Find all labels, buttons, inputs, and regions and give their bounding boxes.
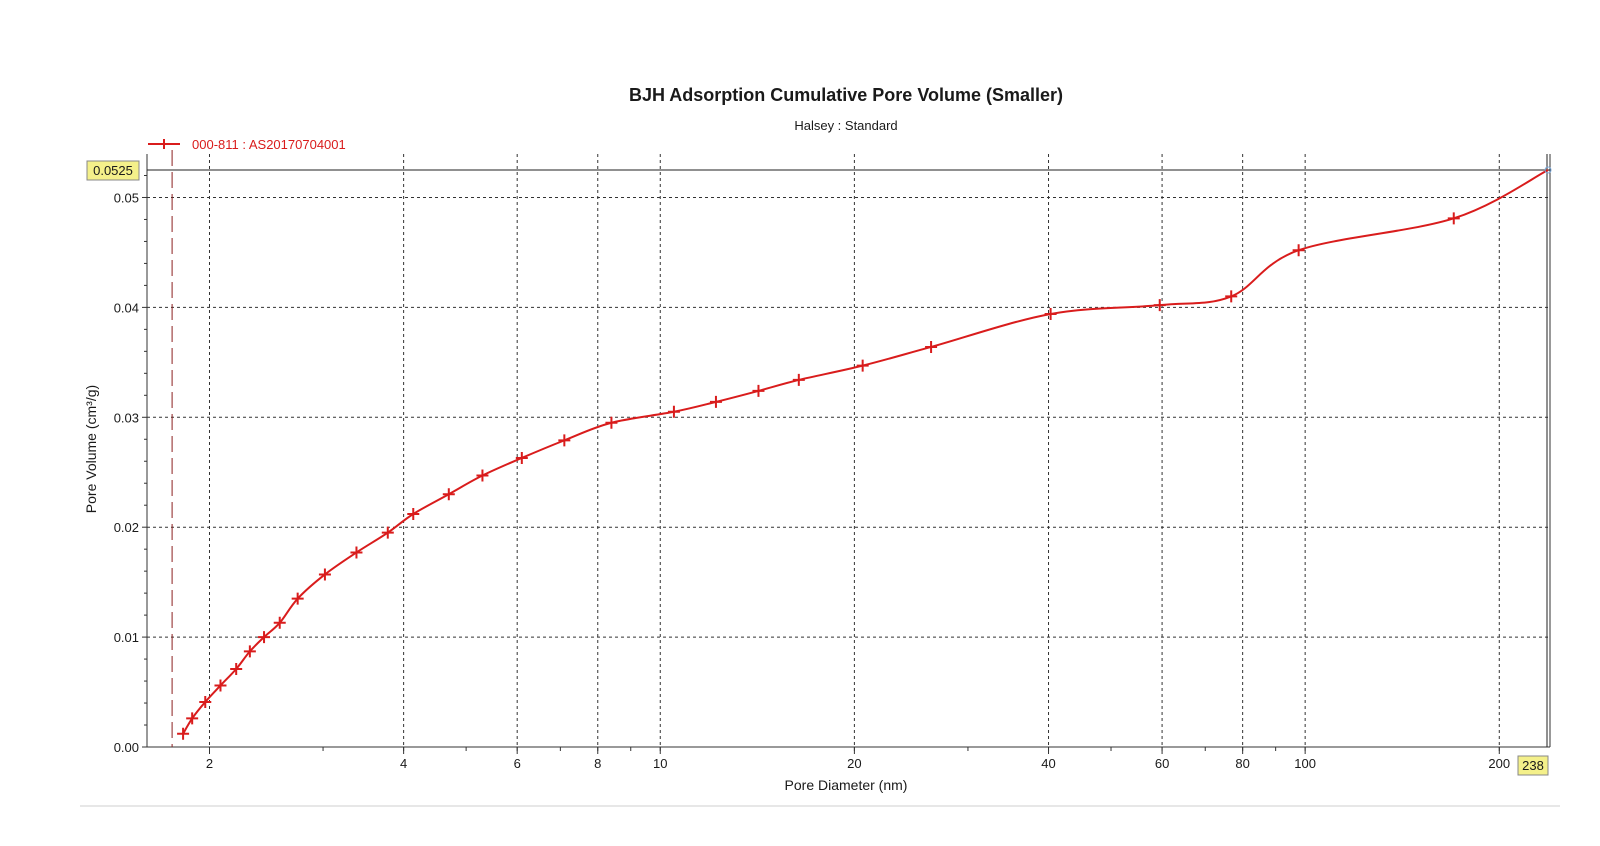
data-point [1292,244,1305,257]
chart-subtitle: Halsey : Standard [794,118,897,133]
data-point [667,405,680,418]
x-cursor-value: 238 [1522,758,1544,773]
data-point [1447,212,1460,225]
chart-title: BJH Adsorption Cumulative Pore Volume (S… [629,85,1063,105]
data-point [856,359,869,372]
x-tick-label: 6 [514,756,521,771]
data-point [709,395,722,408]
x-tick-label: 2 [206,756,213,771]
x-tick-label: 200 [1488,756,1510,771]
x-tick-label: 4 [400,756,407,771]
data-point [258,631,271,644]
data-point [515,451,528,464]
series-line [182,169,1549,735]
y-tick-label: 0.01 [114,630,139,645]
data-point [442,488,455,501]
data-point [177,727,190,740]
data-point [230,662,243,675]
x-axis-label: Pore Diameter (nm) [785,777,908,793]
data-point [350,546,363,559]
x-tick-label: 8 [594,756,601,771]
y-tick-label: 0.00 [114,740,139,755]
data-point [381,526,394,539]
axes: 0.00 0.01 0.02 0.03 0.04 0.05 2 4 6 8 10 20 40 60 80 10… [114,150,1551,771]
data-point [186,712,199,725]
data-point [752,384,765,397]
legend: 000-811 : AS20170704001 [148,137,346,152]
y-tick-label: 0.04 [114,300,139,315]
data-point [558,434,571,447]
x-tick-label: 100 [1294,756,1316,771]
data-point [318,568,331,581]
grid [147,154,1548,747]
data-point [1225,290,1238,303]
data-point [605,416,618,429]
data-point [214,679,227,692]
data-point [1153,299,1166,312]
x-tick-label: 80 [1235,756,1249,771]
y-cursor-value: 0.0525 [93,163,133,178]
data-point [407,508,420,521]
y-axis-label: Pore Volume (cm³/g) [83,385,99,513]
data-point [476,469,489,482]
data-point [1544,166,1552,174]
data-point [291,592,304,605]
data-point [925,340,938,353]
x-cursor-badge [1517,755,1549,776]
y-cursor-badge [86,160,140,181]
legend-series-label: 000-811 : AS20170704001 [192,137,346,152]
x-tick-label: 20 [847,756,861,771]
y-tick-label: 0.02 [114,520,139,535]
data-point [243,645,256,658]
legend-marker [159,139,169,149]
series-layer [177,166,1552,740]
y-tick-label: 0.05 [114,190,139,205]
y-tick-label: 0.03 [114,410,139,425]
cursor-readouts: 0.0525 238 [86,160,1549,776]
data-point [792,373,805,386]
data-point [199,695,212,708]
x-tick-label: 10 [653,756,667,771]
data-point [1044,307,1057,320]
x-tick-label: 40 [1041,756,1055,771]
data-point [273,616,286,629]
x-tick-label: 60 [1155,756,1169,771]
